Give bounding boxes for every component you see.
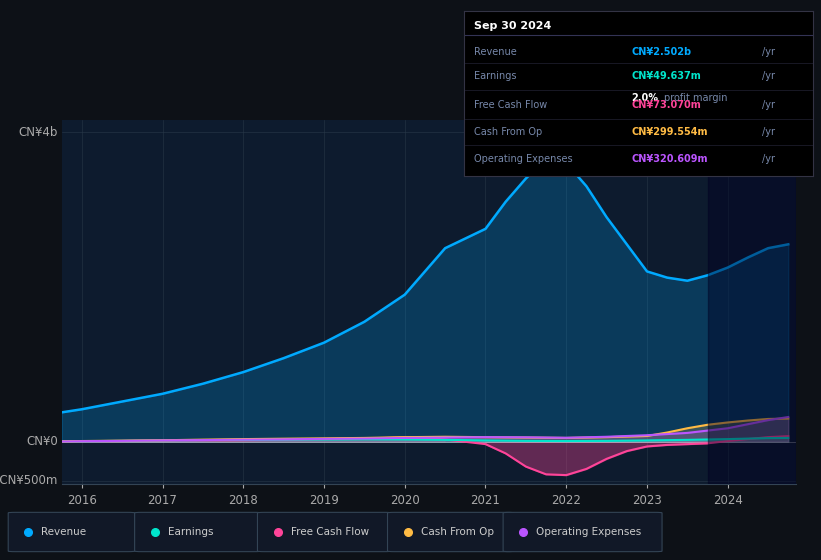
FancyBboxPatch shape xyxy=(135,512,261,552)
Text: Revenue: Revenue xyxy=(41,527,86,537)
Text: /yr: /yr xyxy=(762,127,775,137)
FancyBboxPatch shape xyxy=(388,512,514,552)
Text: Free Cash Flow: Free Cash Flow xyxy=(475,100,548,110)
Text: CN¥73.070m: CN¥73.070m xyxy=(631,100,701,110)
Text: Earnings: Earnings xyxy=(167,527,213,537)
Text: /yr: /yr xyxy=(762,154,775,164)
Bar xyxy=(708,120,796,484)
Text: Operating Expenses: Operating Expenses xyxy=(536,527,641,537)
Text: 2.0%: 2.0% xyxy=(631,93,658,103)
Text: profit margin: profit margin xyxy=(664,93,728,103)
Text: Earnings: Earnings xyxy=(475,71,517,81)
Text: Free Cash Flow: Free Cash Flow xyxy=(291,527,369,537)
Text: Sep 30 2024: Sep 30 2024 xyxy=(475,21,552,31)
Text: CN¥4b: CN¥4b xyxy=(19,125,58,138)
Text: CN¥2.502b: CN¥2.502b xyxy=(631,46,691,57)
Text: CN¥49.637m: CN¥49.637m xyxy=(631,71,701,81)
FancyBboxPatch shape xyxy=(503,512,662,552)
Text: -CN¥500m: -CN¥500m xyxy=(0,474,58,487)
FancyBboxPatch shape xyxy=(258,512,391,552)
Text: /yr: /yr xyxy=(762,100,775,110)
Text: Operating Expenses: Operating Expenses xyxy=(475,154,573,164)
Text: Cash From Op: Cash From Op xyxy=(420,527,493,537)
Text: CN¥320.609m: CN¥320.609m xyxy=(631,154,708,164)
Text: Revenue: Revenue xyxy=(475,46,517,57)
Text: Cash From Op: Cash From Op xyxy=(475,127,543,137)
Text: /yr: /yr xyxy=(762,71,775,81)
Text: CN¥299.554m: CN¥299.554m xyxy=(631,127,708,137)
FancyBboxPatch shape xyxy=(8,512,135,552)
Text: CN¥0: CN¥0 xyxy=(26,435,58,449)
Text: /yr: /yr xyxy=(762,46,775,57)
